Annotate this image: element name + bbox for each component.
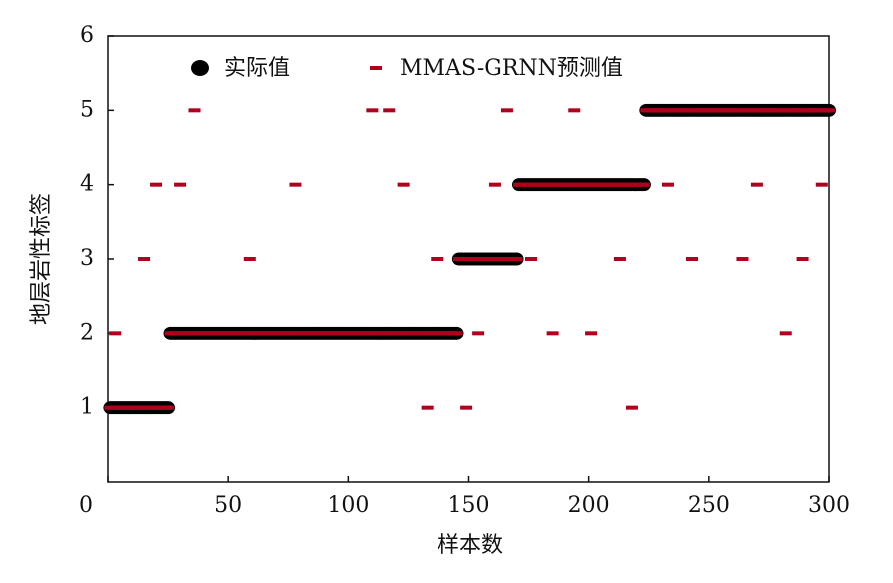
- legend-label: MMAS-GRNN预测值: [400, 56, 623, 81]
- predicted-point: [637, 182, 650, 187]
- predicted-point: [585, 331, 598, 336]
- predicted-point: [625, 405, 638, 410]
- x-tick-label: 50: [214, 493, 242, 518]
- predicted-point: [524, 257, 537, 261]
- y-tick-label: 1: [80, 395, 94, 420]
- predicted-point: [472, 331, 485, 336]
- predicted-point: [736, 257, 749, 261]
- legend-label: 实际值: [224, 56, 290, 81]
- y-tick-label: 2: [80, 320, 94, 345]
- predicted-point: [796, 257, 809, 261]
- y-tick-label: 5: [80, 97, 94, 122]
- predicted-point: [815, 182, 828, 187]
- predicted-point: [686, 257, 699, 261]
- legend-marker: [191, 60, 209, 76]
- predicted-point: [188, 108, 201, 113]
- predicted-point: [510, 257, 523, 261]
- predicted-point: [500, 108, 513, 113]
- predicted-point: [109, 331, 122, 336]
- predicted-point: [488, 182, 501, 187]
- predicted-point: [779, 331, 792, 336]
- predicted-point: [823, 108, 835, 113]
- predicted-point: [397, 182, 410, 187]
- y-tick-label: 3: [80, 246, 94, 271]
- y-tick-label: 4: [80, 172, 94, 197]
- predicted-point: [421, 405, 434, 410]
- x-tick-label: 300: [808, 493, 850, 518]
- predicted-point: [243, 257, 256, 261]
- predicted-point: [661, 182, 674, 187]
- y-tick-label: 6: [80, 23, 94, 48]
- x-axis-title: 样本数: [437, 533, 503, 558]
- predicted-point: [613, 257, 626, 261]
- x-tick-label: 150: [448, 493, 490, 518]
- predicted-point: [289, 182, 302, 187]
- predicted-point: [460, 405, 473, 410]
- predicted-point: [383, 108, 396, 113]
- predicted-point: [546, 331, 559, 336]
- x-tick-label: 0: [79, 493, 93, 518]
- predicted-point: [750, 182, 763, 187]
- legend-marker: [370, 66, 382, 70]
- predicted-point: [450, 331, 463, 336]
- y-axis-title: 地层岩性标签: [29, 193, 54, 325]
- predicted-point: [150, 182, 163, 187]
- predicted-point: [162, 405, 175, 410]
- x-tick-label: 100: [327, 493, 369, 518]
- predicted-point: [174, 182, 187, 187]
- x-tick-label: 200: [568, 493, 610, 518]
- predicted-point: [138, 257, 151, 261]
- predicted-point: [431, 257, 444, 261]
- x-tick-label: 250: [688, 493, 730, 518]
- predicted-point: [568, 108, 581, 113]
- predicted-point: [366, 108, 379, 113]
